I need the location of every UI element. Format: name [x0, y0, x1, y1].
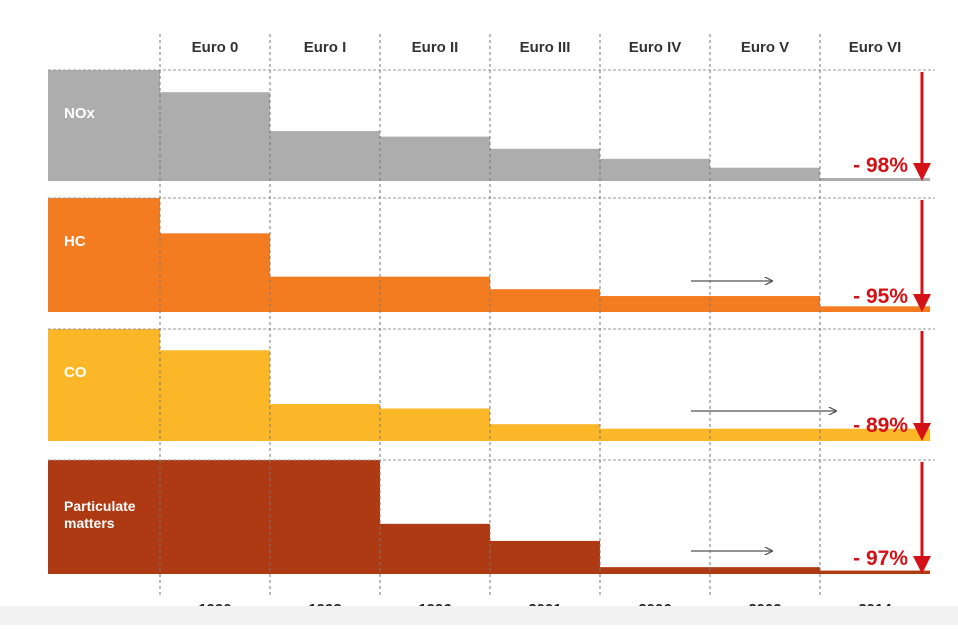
stage-label: Euro IV	[629, 39, 682, 56]
bar	[600, 158, 710, 181]
bottom-strip	[0, 606, 958, 625]
bar	[380, 136, 490, 181]
bar	[160, 350, 270, 441]
series-label-block	[48, 70, 160, 181]
bar	[160, 460, 270, 574]
bar	[710, 167, 820, 181]
reduction-arrow-head	[913, 163, 931, 181]
reduction-arrow-head	[913, 423, 931, 441]
bar	[380, 523, 490, 574]
bar	[820, 306, 930, 312]
bar	[270, 404, 380, 441]
stage-label: Euro II	[412, 39, 459, 56]
reduction-arrow-head	[913, 294, 931, 312]
bar	[710, 567, 820, 574]
bar	[710, 428, 820, 441]
bar	[820, 178, 930, 181]
bar	[710, 296, 820, 312]
stage-label: Euro VI	[849, 39, 902, 56]
bar	[490, 289, 600, 312]
bar	[380, 276, 490, 312]
bar	[270, 131, 380, 181]
bar	[600, 428, 710, 441]
series-label-line: matters	[64, 515, 115, 531]
series-label: NOx	[64, 105, 96, 122]
reduction-label: - 97%	[853, 547, 908, 570]
series-label: HC	[64, 233, 86, 250]
reduction-label: - 98%	[853, 154, 908, 177]
series-label-line: Particulate	[64, 498, 136, 514]
bar	[820, 570, 930, 574]
bar	[160, 233, 270, 312]
series-label-block	[48, 198, 160, 312]
series-label-block	[48, 460, 160, 574]
stage-label: Euro V	[741, 39, 789, 56]
bar	[490, 148, 600, 181]
series-label: Particulate matters	[64, 498, 136, 531]
bar	[490, 540, 600, 574]
bar	[270, 276, 380, 312]
bar	[380, 408, 490, 441]
reduction-label: - 95%	[853, 285, 908, 308]
reduction-label: - 89%	[853, 414, 908, 437]
stage-label: Euro I	[304, 39, 347, 56]
bar	[160, 92, 270, 181]
bar	[600, 296, 710, 312]
reduction-arrow-head	[913, 556, 931, 574]
bar	[820, 428, 930, 441]
series-label-block	[48, 329, 160, 441]
series-label: CO	[64, 364, 87, 381]
bar	[270, 460, 380, 574]
stage-label: Euro III	[520, 39, 571, 56]
bar	[490, 424, 600, 441]
bar	[600, 567, 710, 574]
stage-label: Euro 0	[192, 39, 239, 56]
